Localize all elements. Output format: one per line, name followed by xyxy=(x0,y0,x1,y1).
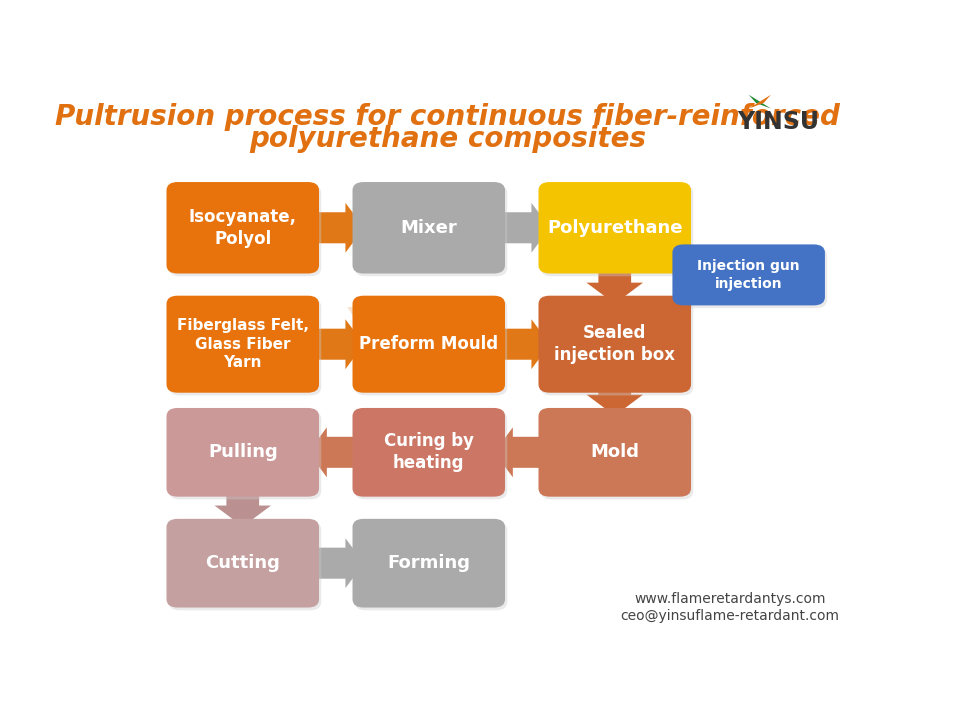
Polygon shape xyxy=(308,319,364,369)
FancyBboxPatch shape xyxy=(540,410,693,500)
Polygon shape xyxy=(214,488,271,526)
Polygon shape xyxy=(308,539,364,588)
FancyBboxPatch shape xyxy=(355,410,507,500)
Text: YIN: YIN xyxy=(348,304,510,384)
Text: Pulling: Pulling xyxy=(208,444,277,462)
FancyBboxPatch shape xyxy=(166,296,319,392)
Text: www.flameretardantys.com: www.flameretardantys.com xyxy=(635,593,826,606)
FancyBboxPatch shape xyxy=(352,296,505,392)
Polygon shape xyxy=(587,265,643,304)
Text: Fiberglass Felt,
Glass Fiber
Yarn: Fiberglass Felt, Glass Fiber Yarn xyxy=(177,318,309,370)
Text: YINSU: YINSU xyxy=(737,110,820,135)
Polygon shape xyxy=(494,428,550,477)
Text: Injection gun
injection: Injection gun injection xyxy=(697,259,800,291)
FancyBboxPatch shape xyxy=(169,299,322,395)
FancyBboxPatch shape xyxy=(169,521,322,611)
Text: Forming: Forming xyxy=(387,554,470,572)
FancyBboxPatch shape xyxy=(539,182,691,274)
FancyBboxPatch shape xyxy=(355,185,507,276)
Text: Sealed
injection box: Sealed injection box xyxy=(554,324,675,364)
FancyBboxPatch shape xyxy=(169,185,322,276)
Polygon shape xyxy=(749,95,771,109)
Text: Mold: Mold xyxy=(590,444,639,462)
FancyBboxPatch shape xyxy=(540,185,693,276)
Polygon shape xyxy=(308,203,364,253)
FancyBboxPatch shape xyxy=(672,244,825,305)
FancyBboxPatch shape xyxy=(352,408,505,497)
FancyBboxPatch shape xyxy=(539,296,691,392)
FancyBboxPatch shape xyxy=(539,408,691,497)
FancyBboxPatch shape xyxy=(169,410,322,500)
Text: Curing by
heating: Curing by heating xyxy=(384,432,474,472)
Text: Isocyanate,
Polyol: Isocyanate, Polyol xyxy=(189,207,297,248)
Text: Polyurethane: Polyurethane xyxy=(547,219,683,237)
Polygon shape xyxy=(749,95,771,109)
FancyBboxPatch shape xyxy=(540,299,693,395)
FancyBboxPatch shape xyxy=(355,299,507,395)
Text: polyurethane composites: polyurethane composites xyxy=(249,125,646,153)
Text: ceo@yinsuflame-retardant.com: ceo@yinsuflame-retardant.com xyxy=(620,609,840,623)
FancyBboxPatch shape xyxy=(352,182,505,274)
FancyBboxPatch shape xyxy=(675,247,828,308)
FancyBboxPatch shape xyxy=(166,519,319,608)
Polygon shape xyxy=(587,384,643,415)
FancyBboxPatch shape xyxy=(352,519,505,608)
Text: Preform Mould: Preform Mould xyxy=(359,336,498,354)
Text: Pultrusion process for continuous fiber-reinforced: Pultrusion process for continuous fiber-… xyxy=(55,103,840,131)
FancyBboxPatch shape xyxy=(166,408,319,497)
Polygon shape xyxy=(494,319,550,369)
Text: Mixer: Mixer xyxy=(400,219,457,237)
Text: Cutting: Cutting xyxy=(205,554,280,572)
FancyBboxPatch shape xyxy=(166,182,319,274)
Polygon shape xyxy=(308,428,364,477)
Polygon shape xyxy=(494,203,550,253)
FancyBboxPatch shape xyxy=(355,521,507,611)
